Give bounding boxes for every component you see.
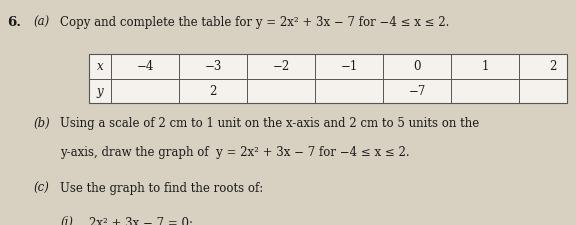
Text: 2x² + 3x − 7 = 0;: 2x² + 3x − 7 = 0; <box>89 216 194 225</box>
Text: −1: −1 <box>340 60 358 73</box>
Text: 2: 2 <box>210 85 217 98</box>
Text: y: y <box>97 85 104 98</box>
Text: Use the graph to find the roots of:: Use the graph to find the roots of: <box>60 182 264 195</box>
Text: Using a scale of 2 cm to 1 unit on the x-axis and 2 cm to 5 units on the: Using a scale of 2 cm to 1 unit on the x… <box>60 117 480 130</box>
Text: Copy and complete the table for y = 2x² + 3x − 7 for −4 ≤ x ≤ 2.: Copy and complete the table for y = 2x² … <box>60 16 450 29</box>
Text: (i): (i) <box>60 216 74 225</box>
Text: 1: 1 <box>482 60 488 73</box>
Text: −4: −4 <box>137 60 154 73</box>
Text: 6.: 6. <box>7 16 21 29</box>
Text: y-axis, draw the graph of  y = 2x² + 3x − 7 for −4 ≤ x ≤ 2.: y-axis, draw the graph of y = 2x² + 3x −… <box>60 146 410 159</box>
Text: −2: −2 <box>272 60 290 73</box>
Text: 2: 2 <box>550 60 556 73</box>
Text: (b): (b) <box>33 117 50 130</box>
Text: 0: 0 <box>413 60 421 73</box>
Text: x: x <box>97 60 104 73</box>
Bar <box>89 54 567 104</box>
Text: −3: −3 <box>204 60 222 73</box>
Text: −7: −7 <box>408 85 426 98</box>
Text: (c): (c) <box>33 182 50 195</box>
Text: (a): (a) <box>33 16 50 29</box>
